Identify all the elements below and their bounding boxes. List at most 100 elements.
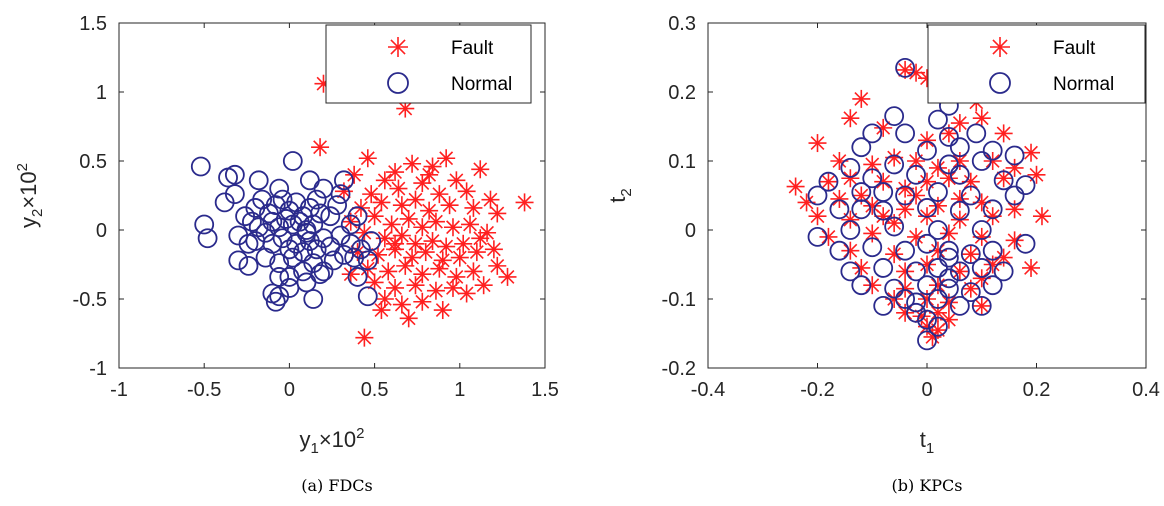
- legend-label-normal: Normal: [1053, 74, 1114, 95]
- data-point-fault: [885, 245, 904, 264]
- y-tick-label: 1.5: [79, 13, 107, 35]
- x-tick-label: 0.5: [361, 379, 389, 401]
- data-point-fault: [841, 109, 860, 128]
- data-point-normal: [939, 240, 959, 261]
- data-point-normal: [928, 316, 948, 337]
- series-normal: [807, 57, 1036, 351]
- data-point-normal: [303, 289, 324, 309]
- data-point-fault: [389, 179, 408, 198]
- data-point-fault: [396, 256, 415, 275]
- data-point-normal: [928, 220, 948, 240]
- data-point-normal: [993, 261, 1014, 282]
- data-point-normal: [296, 220, 317, 240]
- data-point-fault: [498, 267, 517, 286]
- data-point-normal: [917, 198, 937, 218]
- data-point-normal: [895, 57, 915, 78]
- legend: Fault Normal: [325, 24, 532, 104]
- data-point-fault: [950, 152, 969, 170]
- data-point-fault: [918, 290, 936, 308]
- data-point-normal: [327, 195, 348, 216]
- legend-label-fault: Fault: [1053, 38, 1096, 59]
- data-point-normal: [960, 244, 981, 265]
- data-point-normal: [840, 261, 861, 282]
- data-point-normal: [917, 140, 937, 161]
- data-point-fault: [484, 240, 503, 259]
- data-point-normal: [265, 291, 286, 312]
- data-point-normal: [224, 184, 245, 205]
- legend-label-fault: Fault: [451, 38, 494, 59]
- data-point-normal: [357, 286, 378, 307]
- data-point-fault: [928, 158, 947, 177]
- data-point-fault: [454, 234, 473, 253]
- data-point-normal: [282, 151, 303, 171]
- panel-caption: (b) KPCs: [892, 476, 963, 495]
- data-point-fault: [358, 149, 377, 168]
- data-point-normal: [269, 253, 290, 274]
- data-point-fault: [437, 237, 456, 256]
- data-point-normal: [197, 228, 218, 249]
- y-tick-label: -1: [89, 358, 107, 380]
- data-point-fault: [471, 229, 490, 248]
- x-axis-label: y1×102: [299, 425, 364, 457]
- y-tick-label: -0.2: [662, 358, 696, 380]
- data-point-fault: [420, 201, 439, 220]
- data-point-normal: [306, 189, 327, 210]
- data-point-fault: [362, 185, 381, 204]
- data-point-fault: [399, 209, 418, 228]
- data-point-fault: [399, 309, 418, 328]
- data-point-fault: [386, 163, 405, 182]
- data-point-normal: [982, 240, 1003, 261]
- data-point-normal: [873, 295, 894, 316]
- y-tick-label: 0.3: [668, 13, 696, 35]
- data-point-normal: [949, 295, 970, 316]
- data-point-normal: [282, 247, 303, 268]
- data-point-normal: [906, 292, 926, 313]
- legend-marker-fault: [388, 37, 408, 57]
- data-point-normal: [862, 123, 883, 144]
- series-normal: [190, 151, 382, 312]
- data-point-fault: [443, 278, 462, 297]
- data-point-normal: [906, 302, 926, 323]
- data-point-normal: [949, 200, 970, 221]
- data-point-fault: [852, 89, 871, 108]
- data-point-normal: [242, 211, 262, 232]
- data-point-normal: [248, 170, 269, 191]
- data-point-fault: [808, 134, 827, 153]
- data-point-fault: [341, 265, 360, 284]
- data-point-fault: [345, 165, 364, 184]
- data-point-fault: [365, 273, 384, 292]
- data-point-normal: [884, 216, 905, 237]
- data-point-fault: [863, 155, 882, 174]
- data-point-normal: [949, 164, 970, 185]
- data-point-normal: [982, 199, 1003, 220]
- data-point-fault: [1032, 207, 1051, 226]
- data-point-normal: [917, 275, 937, 296]
- data-point-fault: [471, 160, 490, 179]
- data-point-fault: [841, 241, 860, 260]
- data-point-normal: [190, 156, 211, 177]
- x-tick-label: -0.4: [691, 379, 725, 401]
- data-point-normal: [928, 258, 948, 278]
- data-point-fault: [819, 227, 838, 246]
- data-point-normal: [884, 278, 905, 299]
- data-point-fault: [392, 196, 411, 215]
- data-point-normal: [971, 220, 992, 240]
- x-tick-label: 0: [921, 379, 932, 401]
- x-tick-label: 1: [454, 379, 465, 401]
- data-point-normal: [334, 244, 354, 265]
- data-point-normal: [960, 185, 981, 206]
- data-point-fault: [403, 248, 422, 267]
- data-point-fault: [896, 200, 915, 219]
- data-point-normal: [323, 250, 344, 271]
- data-point-fault: [896, 60, 915, 79]
- data-point-normal: [361, 231, 382, 251]
- data-point-fault: [447, 267, 466, 286]
- x-tick-label: 1.5: [531, 379, 559, 401]
- data-point-normal: [310, 203, 330, 224]
- data-point-normal: [807, 226, 828, 247]
- data-point-normal: [939, 247, 959, 268]
- data-point-fault: [474, 276, 493, 295]
- data-point-fault: [423, 157, 442, 176]
- data-point-normal: [960, 282, 981, 303]
